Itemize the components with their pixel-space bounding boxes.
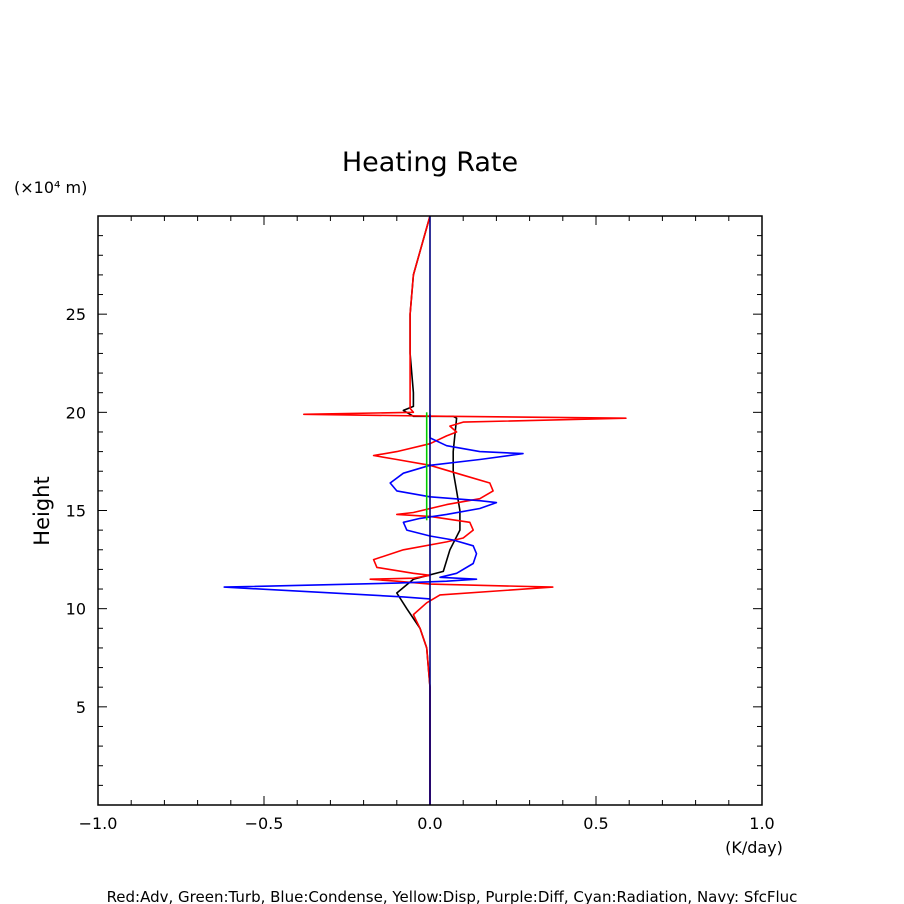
chart-title: Heating Rate (342, 147, 518, 178)
series-line-1 (303, 215, 627, 805)
plot-frame (97, 215, 763, 806)
y-axis-label: Height (30, 476, 54, 545)
y-unit-label: (×10⁴ m) (14, 178, 87, 197)
series-layer (223, 215, 627, 805)
x-tick-label: 1.0 (749, 814, 774, 833)
x-tick-label: 0.5 (583, 814, 608, 833)
y-tick-label: 25 (66, 305, 86, 324)
legend-footer: Red:Adv, Green:Turb, Blue:Condense, Yell… (107, 888, 798, 904)
x-unit-label: (K/day) (725, 838, 783, 857)
y-tick-label: 5 (76, 698, 86, 717)
y-tick-label: 15 (66, 502, 86, 521)
x-tick-label: −1.0 (79, 814, 118, 833)
axis-ticks: −1.0 −0.5 0.0 0.5 1.0 5 10 15 20 25 (66, 216, 775, 833)
x-tick-label: −0.5 (245, 814, 284, 833)
series-line-2 (223, 414, 524, 600)
y-tick-label: 10 (66, 600, 86, 619)
y-tick-label: 20 (66, 403, 86, 422)
x-tick-label: 0.0 (417, 814, 442, 833)
series-line-0 (396, 215, 461, 805)
